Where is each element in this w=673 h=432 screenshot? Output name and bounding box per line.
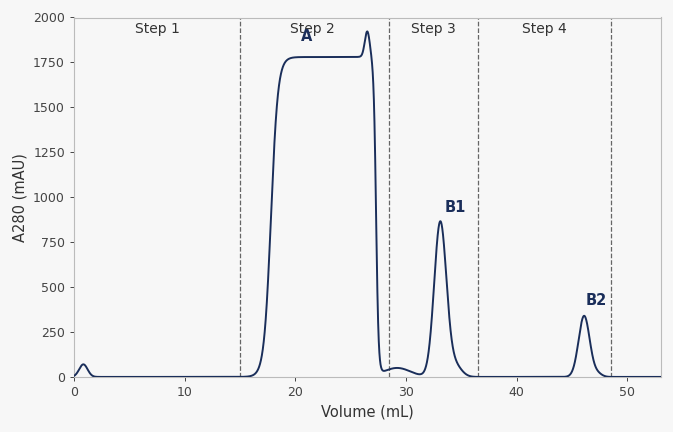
Text: B2: B2 [586,293,606,308]
Text: Step 2: Step 2 [289,22,334,36]
Text: A: A [301,29,312,44]
Text: Step 4: Step 4 [522,22,567,36]
X-axis label: Volume (mL): Volume (mL) [321,404,414,419]
Text: Step 3: Step 3 [411,22,456,36]
Y-axis label: A280 (mAU): A280 (mAU) [13,153,28,241]
Text: Step 1: Step 1 [135,22,180,36]
Text: B1: B1 [445,200,466,215]
